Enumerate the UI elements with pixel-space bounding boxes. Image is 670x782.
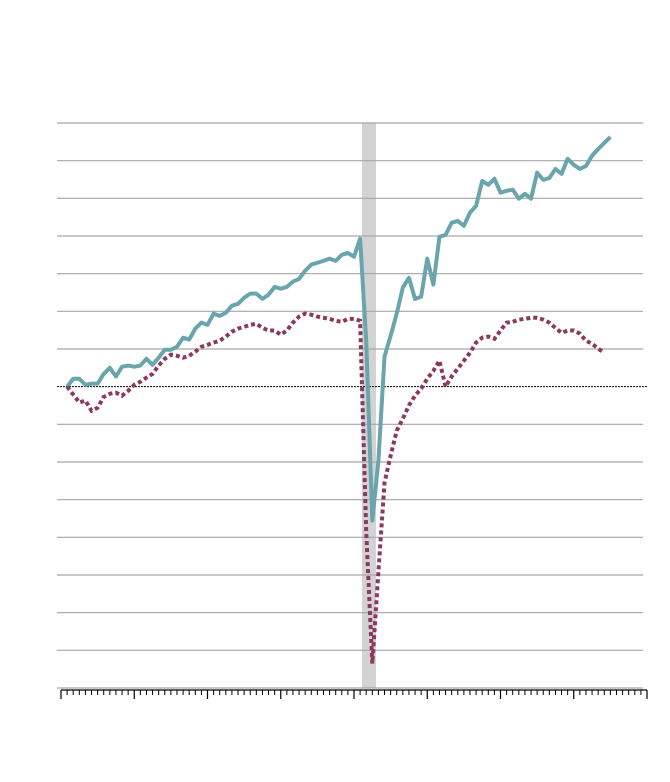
series-line — [65, 311, 606, 664]
series-line — [65, 135, 612, 523]
